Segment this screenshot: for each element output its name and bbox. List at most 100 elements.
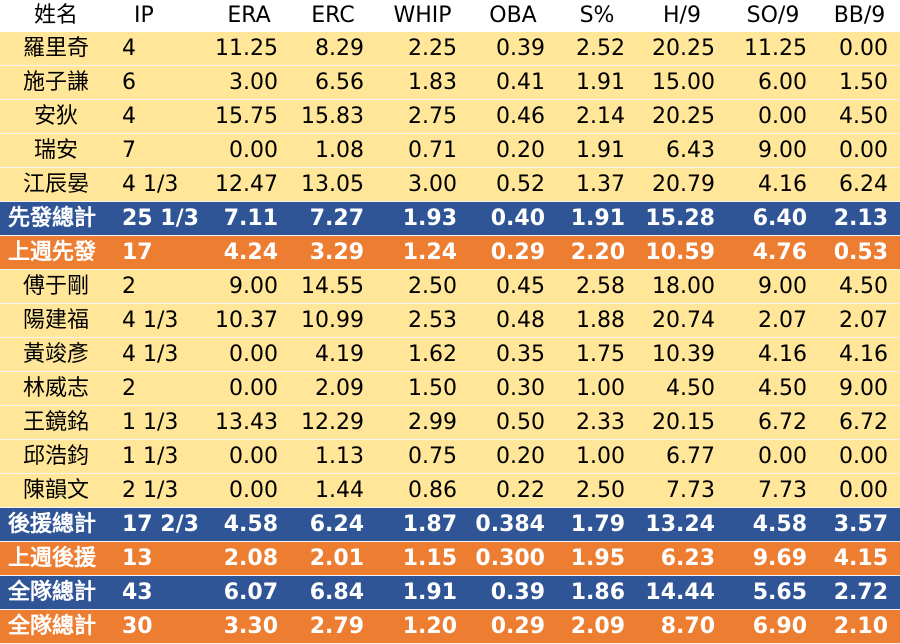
cell-whip: 0.71 xyxy=(376,134,469,168)
cell-erc: 1.13 xyxy=(290,440,376,474)
cell-ip: 13 xyxy=(112,542,208,576)
cell-ip: 4 xyxy=(112,32,208,66)
col-header-erc: ERC xyxy=(290,0,376,32)
cell-oba: 0.22 xyxy=(469,474,557,508)
cell-era: 4.24 xyxy=(208,236,290,270)
cell-so9: 9.69 xyxy=(727,542,819,576)
cell-oba: 0.46 xyxy=(469,100,557,134)
cell-s-pct: 1.91 xyxy=(557,134,637,168)
cell-s-pct: 1.86 xyxy=(557,576,637,610)
cell-h9: 8.70 xyxy=(637,610,727,644)
cell-s-pct: 1.00 xyxy=(557,372,637,406)
player-row: 傅于剛 2 9.00 14.55 2.50 0.45 2.58 18.00 9.00 4.50 xyxy=(0,270,900,304)
cell-era: 15.75 xyxy=(208,100,290,134)
cell-so9: 4.50 xyxy=(727,372,819,406)
cell-erc: 10.99 xyxy=(290,304,376,338)
cell-so9: 6.90 xyxy=(727,610,819,644)
col-header-bb9: BB/9 xyxy=(819,0,900,32)
cell-ip: 17 xyxy=(112,236,208,270)
cell-era: 7.11 xyxy=(208,202,290,236)
last-week-row: 全隊總計 30 3.30 2.79 1.20 0.29 2.09 8.70 6.90 2.10 xyxy=(0,610,900,644)
cell-whip: 1.87 xyxy=(376,508,469,542)
cell-h9: 10.59 xyxy=(637,236,727,270)
cell-h9: 20.25 xyxy=(637,32,727,66)
cell-so9: 4.76 xyxy=(727,236,819,270)
total-row: 先發總計 25 1/3 7.11 7.27 1.93 0.40 1.91 15.28 6.40 2… xyxy=(0,202,900,236)
cell-s-pct: 1.95 xyxy=(557,542,637,576)
cell-name: 先發總計 xyxy=(0,202,112,236)
cell-oba: 0.39 xyxy=(469,32,557,66)
cell-bb9: 2.13 xyxy=(819,202,900,236)
cell-h9: 6.77 xyxy=(637,440,727,474)
cell-oba: 0.50 xyxy=(469,406,557,440)
cell-ip: 2 xyxy=(112,372,208,406)
cell-era: 0.00 xyxy=(208,134,290,168)
cell-h9: 15.00 xyxy=(637,66,727,100)
cell-s-pct: 1.91 xyxy=(557,66,637,100)
cell-whip: 1.50 xyxy=(376,372,469,406)
cell-bb9: 1.50 xyxy=(819,66,900,100)
player-row: 林威志 2 0.00 2.09 1.50 0.30 1.00 4.50 4.50 9.00 xyxy=(0,372,900,406)
cell-name: 黃竣彥 xyxy=(0,338,112,372)
cell-name: 全隊總計 xyxy=(0,610,112,644)
cell-name: 瑞安 xyxy=(0,134,112,168)
cell-whip: 1.62 xyxy=(376,338,469,372)
player-row: 陳韻文 2 1/3 0.00 1.44 0.86 0.22 2.50 7.73 7.73 0.00 xyxy=(0,474,900,508)
cell-s-pct: 2.33 xyxy=(557,406,637,440)
cell-name: 江辰晏 xyxy=(0,168,112,202)
cell-name: 王鏡銘 xyxy=(0,406,112,440)
cell-bb9: 0.00 xyxy=(819,32,900,66)
cell-oba: 0.35 xyxy=(469,338,557,372)
cell-name: 陳韻文 xyxy=(0,474,112,508)
col-header-ip: IP xyxy=(112,0,208,32)
col-header-era: ERA xyxy=(208,0,290,32)
cell-erc: 3.29 xyxy=(290,236,376,270)
cell-erc: 6.56 xyxy=(290,66,376,100)
cell-ip: 4 1/3 xyxy=(112,304,208,338)
cell-name: 羅里奇 xyxy=(0,32,112,66)
cell-whip: 2.53 xyxy=(376,304,469,338)
cell-s-pct: 1.37 xyxy=(557,168,637,202)
cell-erc: 2.01 xyxy=(290,542,376,576)
cell-ip: 2 1/3 xyxy=(112,474,208,508)
cell-oba: 0.30 xyxy=(469,372,557,406)
cell-oba: 0.29 xyxy=(469,236,557,270)
cell-s-pct: 2.14 xyxy=(557,100,637,134)
cell-name: 施子謙 xyxy=(0,66,112,100)
cell-oba: 0.20 xyxy=(469,134,557,168)
cell-h9: 14.44 xyxy=(637,576,727,610)
cell-whip: 1.83 xyxy=(376,66,469,100)
cell-erc: 6.84 xyxy=(290,576,376,610)
cell-whip: 1.93 xyxy=(376,202,469,236)
cell-whip: 0.75 xyxy=(376,440,469,474)
col-header-s-pct: S% xyxy=(557,0,637,32)
cell-h9: 13.24 xyxy=(637,508,727,542)
cell-era: 13.43 xyxy=(208,406,290,440)
cell-era: 9.00 xyxy=(208,270,290,304)
last-week-row: 上週先發 17 4.24 3.29 1.24 0.29 2.20 10.59 4.76 0.53 xyxy=(0,236,900,270)
col-header-so9: SO/9 xyxy=(727,0,819,32)
cell-oba: 0.41 xyxy=(469,66,557,100)
cell-oba: 0.48 xyxy=(469,304,557,338)
cell-name: 林威志 xyxy=(0,372,112,406)
cell-so9: 11.25 xyxy=(727,32,819,66)
player-row: 王鏡銘 1 1/3 13.43 12.29 2.99 0.50 2.33 20.15 6.72 6… xyxy=(0,406,900,440)
cell-h9: 7.73 xyxy=(637,474,727,508)
cell-s-pct: 1.75 xyxy=(557,338,637,372)
cell-whip: 1.15 xyxy=(376,542,469,576)
cell-ip: 1 1/3 xyxy=(112,406,208,440)
cell-name: 邱浩鈞 xyxy=(0,440,112,474)
cell-bb9: 4.50 xyxy=(819,270,900,304)
cell-bb9: 0.00 xyxy=(819,474,900,508)
col-header-name: 姓名 xyxy=(0,0,112,32)
cell-so9: 4.58 xyxy=(727,508,819,542)
cell-oba: 0.52 xyxy=(469,168,557,202)
cell-ip: 43 xyxy=(112,576,208,610)
cell-erc: 12.29 xyxy=(290,406,376,440)
cell-ip: 25 1/3 xyxy=(112,202,208,236)
cell-s-pct: 1.00 xyxy=(557,440,637,474)
col-header-h9: H/9 xyxy=(637,0,727,32)
cell-oba: 0.20 xyxy=(469,440,557,474)
header-row: 姓名 IP ERA ERC WHIP OBA S% H/9 SO/9 BB/9 xyxy=(0,0,900,32)
cell-s-pct: 2.50 xyxy=(557,474,637,508)
